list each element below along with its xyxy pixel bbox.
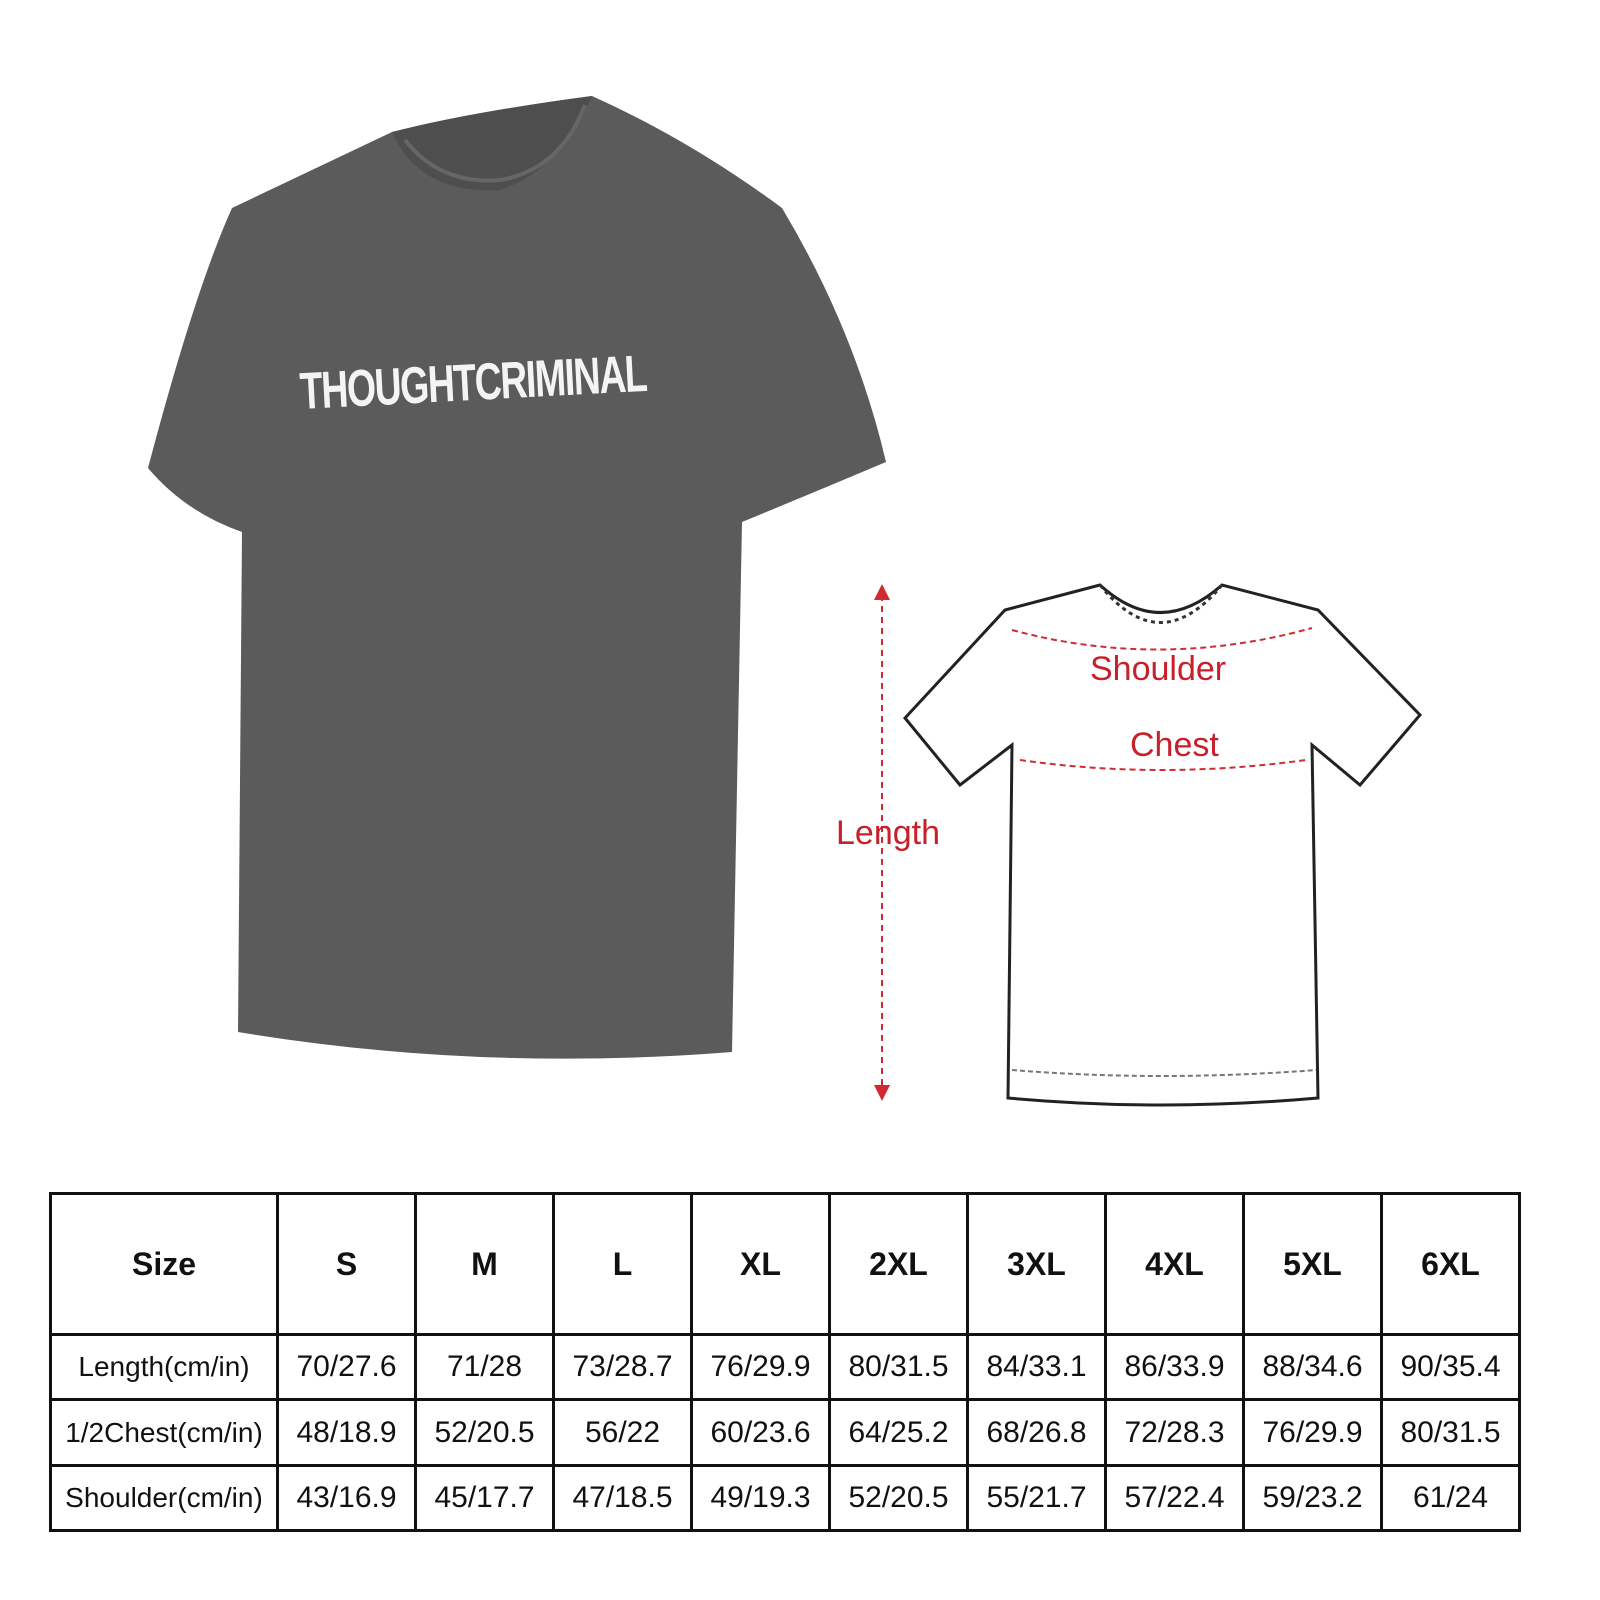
table-row: 1/2Chest(cm/in) 48/18.9 52/20.5 56/22 60/23.… [49, 1398, 1521, 1467]
length-label: Length [836, 814, 940, 852]
size-chart-table: Size S M L XL 2XL 3XL 4XL 5XL 6XL Length… [49, 1191, 1521, 1533]
table-row: Shoulder(cm/in) 43/16.9 45/17.7 47/18.5 49/1… [49, 1463, 1521, 1533]
header-cell: M [414, 1191, 555, 1337]
chest-measure-line [1019, 759, 1307, 771]
header-cell: 6XL [1380, 1191, 1521, 1337]
header-cell: L [552, 1191, 693, 1337]
table-cell: 88/34.6 [1242, 1333, 1383, 1402]
header-cell: Size [49, 1191, 279, 1337]
header-cell: XL [690, 1191, 831, 1337]
table-cell: 80/31.5 [1380, 1398, 1521, 1467]
table-cell: 56/22 [552, 1398, 693, 1467]
row-label: Shoulder(cm/in) [49, 1463, 279, 1533]
table-header-row: Size S M L XL 2XL 3XL 4XL 5XL 6XL [49, 1191, 1521, 1337]
shoulder-measure-line [1011, 627, 1313, 651]
table-cell: 84/33.1 [966, 1333, 1107, 1402]
shirt-print-text: THOUGHTCRIMINAL [298, 344, 648, 421]
header-cell: 2XL [828, 1191, 969, 1337]
table-cell: 70/27.6 [276, 1333, 417, 1402]
row-label: Length(cm/in) [49, 1333, 279, 1402]
table-cell: 86/33.9 [1104, 1333, 1245, 1402]
table-cell: 68/26.8 [966, 1398, 1107, 1467]
table-cell: 48/18.9 [276, 1398, 417, 1467]
tshirt-collar [392, 96, 592, 191]
row-label: 1/2Chest(cm/in) [49, 1398, 279, 1467]
table-cell: 49/19.3 [690, 1463, 831, 1533]
tshirt-body [148, 96, 886, 1059]
table-cell: 52/20.5 [828, 1463, 969, 1533]
table-cell: 60/23.6 [690, 1398, 831, 1467]
table-cell: 72/28.3 [1104, 1398, 1245, 1467]
table-cell: 52/20.5 [414, 1398, 555, 1467]
header-cell: 4XL [1104, 1191, 1245, 1337]
table-cell: 45/17.7 [414, 1463, 555, 1533]
table-cell: 90/35.4 [1380, 1333, 1521, 1402]
chest-label: Chest [1130, 726, 1219, 764]
table-cell: 73/28.7 [552, 1333, 693, 1402]
table-cell: 71/28 [414, 1333, 555, 1402]
table-cell: 61/24 [1380, 1463, 1521, 1533]
table-row: Length(cm/in) 70/27.6 71/28 73/28.7 76/29.9 8… [49, 1333, 1521, 1402]
header-cell: 5XL [1242, 1191, 1383, 1337]
table-cell: 43/16.9 [276, 1463, 417, 1533]
shoulder-label: Shoulder [1090, 650, 1227, 688]
header-cell: 3XL [966, 1191, 1107, 1337]
table-cell: 64/25.2 [828, 1398, 969, 1467]
size-diagram [874, 583, 1423, 1107]
table-cell: 76/29.9 [690, 1333, 831, 1402]
table-cell: 57/22.4 [1104, 1463, 1245, 1533]
table-cell: 47/18.5 [552, 1463, 693, 1533]
table-cell: 80/31.5 [828, 1333, 969, 1402]
header-cell: S [276, 1191, 417, 1337]
diagram-shirt-outline [903, 583, 1423, 1107]
tshirt-photo [148, 96, 1423, 1107]
table-cell: 59/23.2 [1242, 1463, 1383, 1533]
table-cell: 55/21.7 [966, 1463, 1107, 1533]
table-cell: 76/29.9 [1242, 1398, 1383, 1467]
